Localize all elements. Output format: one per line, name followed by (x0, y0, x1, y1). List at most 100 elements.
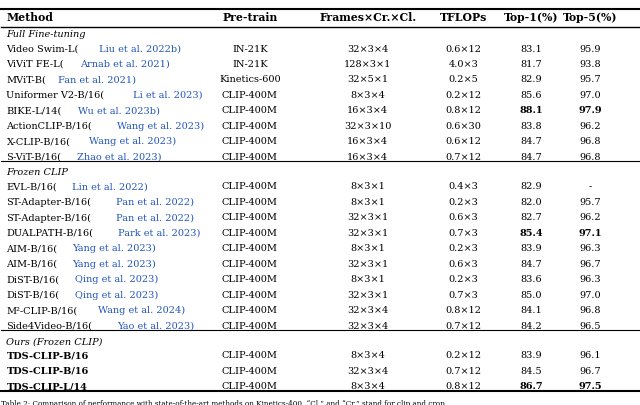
Text: 8×3×4: 8×3×4 (350, 91, 385, 100)
Text: ST-Adapter-B/16(: ST-Adapter-B/16( (6, 198, 92, 207)
Text: TDS-CLIP-L/14: TDS-CLIP-L/14 (6, 382, 88, 390)
Text: Ours (Frozen CLIP): Ours (Frozen CLIP) (6, 337, 103, 345)
Text: 93.8: 93.8 (579, 60, 601, 69)
Text: 0.8×12: 0.8×12 (445, 305, 481, 314)
Text: 97.9: 97.9 (579, 106, 602, 115)
Text: Wang et al. 2023): Wang et al. 2023) (89, 137, 176, 146)
Text: 96.5: 96.5 (579, 321, 601, 330)
Text: CLIP-400M: CLIP-400M (222, 350, 278, 360)
Text: CLIP-400M: CLIP-400M (222, 137, 278, 146)
Text: 84.7: 84.7 (521, 137, 543, 146)
Text: 96.2: 96.2 (579, 213, 601, 222)
Text: 0.2×12: 0.2×12 (445, 91, 481, 100)
Text: 0.6×3: 0.6×3 (449, 213, 478, 222)
Text: Qing et al. 2023): Qing et al. 2023) (75, 275, 158, 284)
Text: Method: Method (6, 12, 53, 23)
Text: 83.1: 83.1 (521, 45, 543, 53)
Text: 8×3×1: 8×3×1 (350, 275, 385, 284)
Text: 32×3×4: 32×3×4 (347, 45, 388, 53)
Text: 0.7×12: 0.7×12 (445, 366, 481, 375)
Text: Pan et al. 2022): Pan et al. 2022) (116, 213, 194, 222)
Text: 83.9: 83.9 (521, 244, 542, 253)
Text: 86.7: 86.7 (520, 382, 543, 390)
Text: 83.6: 83.6 (521, 275, 542, 284)
Text: -: - (589, 182, 592, 191)
Text: S-ViT-B/16(: S-ViT-B/16( (6, 152, 61, 162)
Text: 97.5: 97.5 (579, 382, 602, 390)
Text: 8×3×4: 8×3×4 (350, 350, 385, 360)
Text: 0.6×3: 0.6×3 (449, 259, 478, 268)
Text: 8×3×1: 8×3×1 (350, 182, 385, 191)
Text: TFLOPs: TFLOPs (440, 12, 487, 23)
Text: 84.7: 84.7 (521, 152, 543, 162)
Text: 82.9: 82.9 (521, 75, 542, 84)
Text: IN-21K: IN-21K (232, 45, 268, 53)
Text: 97.1: 97.1 (579, 228, 602, 237)
Text: Arnab et al. 2021): Arnab et al. 2021) (81, 60, 170, 69)
Text: 32×3×1: 32×3×1 (347, 213, 388, 222)
Text: 0.2×3: 0.2×3 (449, 275, 478, 284)
Text: 96.8: 96.8 (579, 152, 601, 162)
Text: 84.1: 84.1 (521, 305, 543, 314)
Text: 85.6: 85.6 (521, 91, 542, 100)
Text: Video Swim-L(: Video Swim-L( (6, 45, 79, 53)
Text: 0.7×3: 0.7×3 (449, 228, 478, 237)
Text: 84.2: 84.2 (521, 321, 543, 330)
Text: Qing et al. 2023): Qing et al. 2023) (75, 290, 158, 299)
Text: Park et al. 2023): Park et al. 2023) (118, 228, 200, 237)
Text: IN-21K: IN-21K (232, 60, 268, 69)
Text: Yao et al. 2023): Yao et al. 2023) (117, 321, 194, 330)
Text: 0.4×3: 0.4×3 (449, 182, 478, 191)
Text: CLIP-400M: CLIP-400M (222, 198, 278, 207)
Text: 0.7×12: 0.7×12 (445, 152, 481, 162)
Text: 8×3×1: 8×3×1 (350, 244, 385, 253)
Text: 0.2×3: 0.2×3 (449, 198, 478, 207)
Text: 0.6×30: 0.6×30 (445, 122, 481, 130)
Text: Pre-train: Pre-train (222, 12, 278, 23)
Text: 95.7: 95.7 (579, 198, 601, 207)
Text: 8×3×4: 8×3×4 (350, 382, 385, 390)
Text: AIM-B/16(: AIM-B/16( (6, 244, 58, 253)
Text: 88.1: 88.1 (520, 106, 543, 115)
Text: 95.7: 95.7 (579, 75, 601, 84)
Text: TDS-CLIP-B/16: TDS-CLIP-B/16 (6, 366, 89, 375)
Text: Frozen CLIP: Frozen CLIP (6, 168, 68, 177)
Text: ST-Adapter-B/16(: ST-Adapter-B/16( (6, 213, 92, 222)
Text: Top-5(%): Top-5(%) (563, 12, 618, 23)
Text: 0.6×12: 0.6×12 (445, 45, 481, 53)
Text: Yang et al. 2023): Yang et al. 2023) (72, 244, 156, 253)
Text: Liu et al. 2022b): Liu et al. 2022b) (99, 45, 182, 53)
Text: 16×3×4: 16×3×4 (348, 137, 388, 146)
Text: Uniformer V2-B/16(: Uniformer V2-B/16( (6, 91, 104, 100)
Text: 96.2: 96.2 (579, 122, 601, 130)
Text: 32×5×1: 32×5×1 (348, 75, 388, 84)
Text: Fan et al. 2021): Fan et al. 2021) (58, 75, 136, 84)
Text: AIM-B/16(: AIM-B/16( (6, 259, 58, 268)
Text: CLIP-400M: CLIP-400M (222, 259, 278, 268)
Text: TDS-CLIP-B/16: TDS-CLIP-B/16 (6, 350, 89, 360)
Text: 96.3: 96.3 (579, 275, 601, 284)
Text: 85.4: 85.4 (520, 228, 543, 237)
Text: 32×3×4: 32×3×4 (347, 321, 388, 330)
Text: 96.8: 96.8 (579, 137, 601, 146)
Text: 0.6×12: 0.6×12 (445, 137, 481, 146)
Text: CLIP-400M: CLIP-400M (222, 321, 278, 330)
Text: 84.7: 84.7 (521, 259, 543, 268)
Text: Pan et al. 2022): Pan et al. 2022) (116, 198, 194, 207)
Text: 83.9: 83.9 (521, 350, 542, 360)
Text: M²-CLIP-B/16(: M²-CLIP-B/16( (6, 305, 77, 314)
Text: CLIP-400M: CLIP-400M (222, 91, 278, 100)
Text: 0.7×12: 0.7×12 (445, 321, 481, 330)
Text: 96.8: 96.8 (579, 305, 601, 314)
Text: Zhao et al. 2023): Zhao et al. 2023) (77, 152, 162, 162)
Text: 85.0: 85.0 (521, 290, 542, 299)
Text: 82.7: 82.7 (521, 213, 543, 222)
Text: Table 2: Comparison of performance with state-of-the-art methods on Kinetics-400: Table 2: Comparison of performance with … (1, 399, 447, 405)
Text: 32×3×1: 32×3×1 (347, 290, 388, 299)
Text: CLIP-400M: CLIP-400M (222, 152, 278, 162)
Text: 4.0×3: 4.0×3 (449, 60, 478, 69)
Text: Li et al. 2023): Li et al. 2023) (132, 91, 202, 100)
Text: 97.0: 97.0 (579, 290, 601, 299)
Text: CLIP-400M: CLIP-400M (222, 290, 278, 299)
Text: 0.8×12: 0.8×12 (445, 382, 481, 390)
